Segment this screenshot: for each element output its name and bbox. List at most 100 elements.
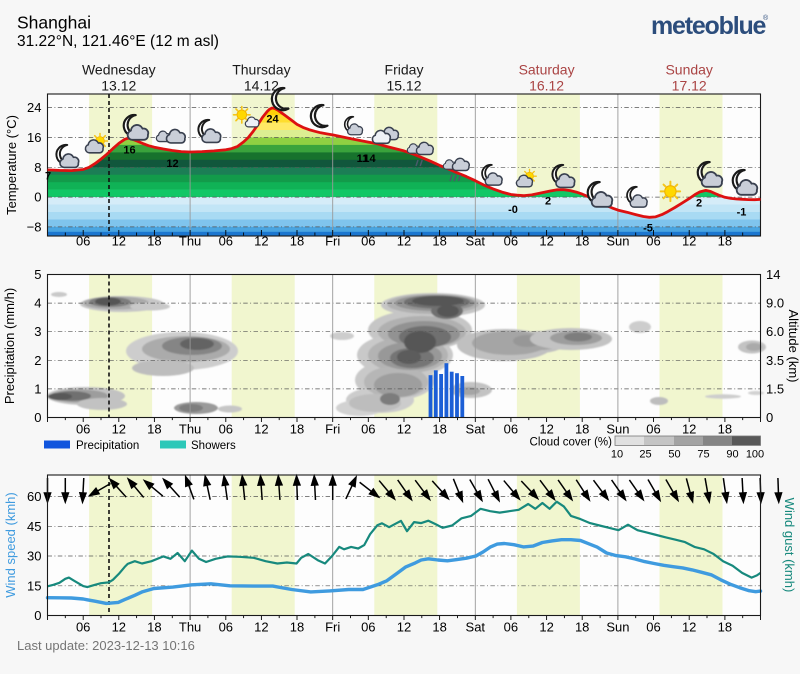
svg-text:06: 06 bbox=[219, 234, 233, 249]
svg-text:06: 06 bbox=[361, 234, 375, 249]
svg-text:Sun: Sun bbox=[606, 422, 629, 437]
svg-text:Last update: 2023-12-13 10:16: Last update: 2023-12-13 10:16 bbox=[17, 638, 195, 653]
svg-text:Wind speed (kmh): Wind speed (kmh) bbox=[3, 492, 18, 597]
svg-text:12: 12 bbox=[682, 422, 696, 437]
svg-text:18: 18 bbox=[432, 234, 446, 249]
svg-text:18: 18 bbox=[575, 234, 589, 249]
svg-text:11: 11 bbox=[357, 153, 369, 165]
svg-text:Sun: Sun bbox=[606, 620, 629, 635]
svg-text:Sunday: Sunday bbox=[665, 62, 712, 78]
svg-text:0: 0 bbox=[34, 190, 41, 205]
svg-text:Precipitation: Precipitation bbox=[76, 440, 139, 452]
svg-text:12: 12 bbox=[397, 620, 411, 635]
svg-text:06: 06 bbox=[361, 620, 375, 635]
svg-text:12: 12 bbox=[254, 422, 268, 437]
svg-text:50: 50 bbox=[668, 449, 680, 461]
svg-text:90: 90 bbox=[726, 449, 738, 461]
svg-text:06: 06 bbox=[504, 422, 518, 437]
svg-text:18: 18 bbox=[718, 620, 732, 635]
svg-text:Showers: Showers bbox=[191, 440, 236, 452]
svg-text:06: 06 bbox=[646, 234, 660, 249]
svg-text:-0: -0 bbox=[508, 204, 518, 216]
svg-text:16.12: 16.12 bbox=[529, 78, 564, 94]
svg-text:0: 0 bbox=[34, 410, 41, 425]
svg-text:15: 15 bbox=[27, 578, 41, 593]
svg-text:30: 30 bbox=[27, 549, 41, 564]
svg-text:06: 06 bbox=[219, 620, 233, 635]
svg-text:®: ® bbox=[763, 14, 769, 22]
svg-text:2: 2 bbox=[34, 353, 41, 368]
svg-text:meteoblue: meteoblue bbox=[651, 12, 767, 40]
svg-text:Fri: Fri bbox=[325, 620, 340, 635]
svg-text:Friday: Friday bbox=[385, 62, 424, 78]
svg-text:18: 18 bbox=[432, 620, 446, 635]
svg-text:Fri: Fri bbox=[325, 422, 340, 437]
svg-text:12: 12 bbox=[254, 620, 268, 635]
svg-text:06: 06 bbox=[504, 234, 518, 249]
svg-text:06: 06 bbox=[646, 620, 660, 635]
svg-text:9.0: 9.0 bbox=[766, 296, 784, 311]
svg-text:1: 1 bbox=[34, 381, 41, 396]
svg-text:18: 18 bbox=[575, 620, 589, 635]
svg-text:12: 12 bbox=[397, 422, 411, 437]
svg-text:06: 06 bbox=[76, 234, 90, 249]
svg-text:14: 14 bbox=[363, 153, 376, 165]
svg-text:Precipitation (mm/h): Precipitation (mm/h) bbox=[2, 288, 17, 404]
svg-text:7: 7 bbox=[45, 171, 51, 183]
svg-text:25: 25 bbox=[639, 449, 651, 461]
svg-text:Wednesday: Wednesday bbox=[82, 62, 156, 78]
svg-text:24: 24 bbox=[27, 100, 41, 115]
svg-text:45: 45 bbox=[27, 519, 41, 534]
svg-text:0: 0 bbox=[766, 410, 773, 425]
svg-text:60: 60 bbox=[27, 489, 41, 504]
svg-text:31.22°N, 121.46°E (12 m asl): 31.22°N, 121.46°E (12 m asl) bbox=[17, 33, 219, 50]
svg-text:Wind gust (kmh): Wind gust (kmh) bbox=[782, 498, 797, 593]
svg-text:18: 18 bbox=[575, 422, 589, 437]
svg-text:8: 8 bbox=[34, 160, 41, 175]
svg-text:18: 18 bbox=[147, 422, 161, 437]
svg-text:14: 14 bbox=[766, 267, 780, 282]
svg-text:18: 18 bbox=[718, 234, 732, 249]
svg-text:14.12: 14.12 bbox=[244, 78, 279, 94]
svg-text:Shanghai: Shanghai bbox=[17, 13, 91, 33]
svg-text:3: 3 bbox=[34, 324, 41, 339]
svg-text:Altitude (km): Altitude (km) bbox=[786, 310, 800, 383]
svg-text:5: 5 bbox=[34, 267, 41, 282]
svg-text:16: 16 bbox=[27, 130, 41, 145]
svg-text:12: 12 bbox=[682, 620, 696, 635]
svg-text:−8: −8 bbox=[27, 219, 42, 234]
svg-text:Cloud cover (%): Cloud cover (%) bbox=[530, 437, 613, 449]
svg-text:12: 12 bbox=[397, 234, 411, 249]
svg-text:12: 12 bbox=[112, 422, 126, 437]
svg-text:18: 18 bbox=[718, 422, 732, 437]
svg-text:Sat: Sat bbox=[466, 620, 486, 635]
svg-text:18: 18 bbox=[290, 234, 304, 249]
svg-text:1.5: 1.5 bbox=[766, 381, 784, 396]
svg-text:18: 18 bbox=[290, 422, 304, 437]
svg-text:13.12: 13.12 bbox=[101, 78, 136, 94]
svg-text:Sat: Sat bbox=[466, 422, 486, 437]
svg-text:2: 2 bbox=[545, 196, 551, 208]
svg-text:06: 06 bbox=[76, 422, 90, 437]
svg-text:06: 06 bbox=[646, 422, 660, 437]
svg-text:4: 4 bbox=[34, 296, 41, 311]
svg-text:Sun: Sun bbox=[606, 234, 629, 249]
svg-text:100: 100 bbox=[746, 449, 764, 461]
svg-text:06: 06 bbox=[361, 422, 375, 437]
svg-text:12: 12 bbox=[539, 234, 553, 249]
svg-text:Saturday: Saturday bbox=[519, 62, 575, 78]
svg-text:-5: -5 bbox=[643, 223, 653, 235]
svg-text:Thu: Thu bbox=[179, 422, 201, 437]
svg-text:18: 18 bbox=[290, 620, 304, 635]
svg-text:12: 12 bbox=[682, 234, 696, 249]
svg-text:18: 18 bbox=[147, 620, 161, 635]
svg-text:3.5: 3.5 bbox=[766, 353, 784, 368]
svg-text:10: 10 bbox=[611, 449, 623, 461]
svg-text:15.12: 15.12 bbox=[386, 78, 421, 94]
svg-text:17.12: 17.12 bbox=[672, 78, 707, 94]
svg-text:Fri: Fri bbox=[325, 234, 340, 249]
svg-text:6.0: 6.0 bbox=[766, 324, 784, 339]
svg-text:24: 24 bbox=[266, 114, 279, 126]
svg-text:2: 2 bbox=[696, 198, 702, 210]
svg-text:18: 18 bbox=[147, 234, 161, 249]
